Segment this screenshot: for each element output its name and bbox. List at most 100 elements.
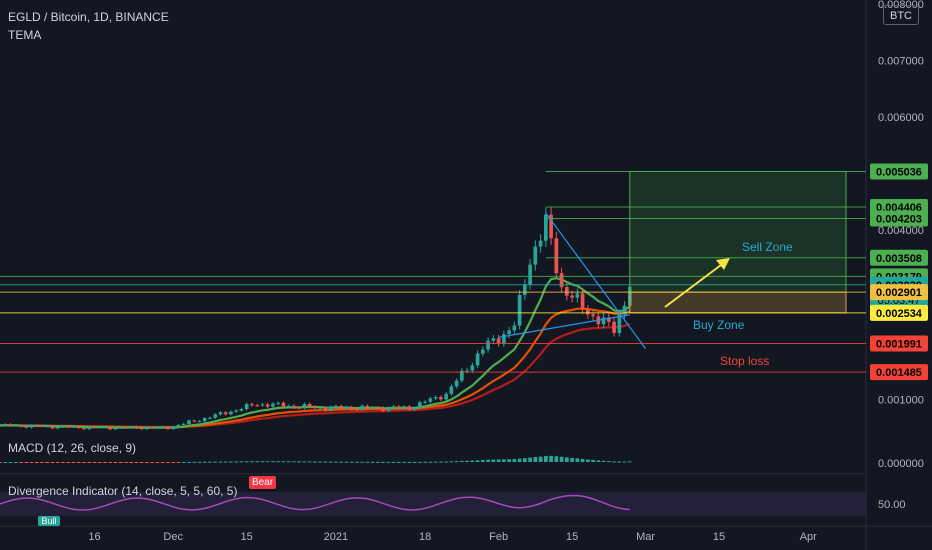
macd-bar [412, 461, 417, 463]
divergence-line [0, 494, 630, 511]
x-tick-label: 18 [419, 531, 431, 543]
macd-bar [627, 461, 632, 463]
candle [355, 409, 359, 411]
macd-bar [97, 462, 102, 463]
macd-bar [113, 462, 118, 463]
candle [512, 325, 517, 331]
x-tick-label: Mar [636, 531, 655, 543]
candle [234, 410, 239, 412]
macd-bar [339, 461, 343, 463]
price-level-tag [870, 364, 928, 381]
macd-bar [596, 460, 601, 462]
candle [302, 404, 307, 408]
x-tick-label: 15 [713, 531, 725, 543]
candle [176, 425, 181, 427]
candle [533, 246, 538, 265]
candle [213, 414, 218, 418]
macd-bar [475, 460, 480, 462]
price-level-tag [870, 304, 928, 321]
price-level-tag [870, 163, 928, 180]
candle [40, 425, 44, 427]
macd-bar [512, 459, 517, 462]
candle [402, 406, 406, 408]
candle [19, 425, 23, 427]
x-tick-label: 2021 [324, 531, 348, 543]
candle [82, 428, 86, 430]
bear-signal: Bear [249, 476, 276, 489]
macd-bar [428, 461, 433, 463]
macd-bar [302, 461, 307, 463]
x-tick-label: 15 [241, 531, 253, 543]
macd-bar [76, 462, 81, 463]
candle [34, 425, 39, 427]
macd-bar [318, 461, 322, 463]
candle [208, 417, 212, 419]
macd-bar [617, 461, 622, 463]
candle [45, 426, 50, 428]
macd-bar [381, 461, 385, 463]
candle [344, 407, 349, 409]
macd-bar [349, 461, 354, 463]
macd-bar [197, 461, 202, 463]
macd-bar [13, 461, 18, 463]
macd-bar [181, 461, 186, 463]
candle [617, 314, 622, 333]
macd-bar [202, 461, 207, 463]
bull-signal [38, 516, 60, 526]
macd-bar [328, 461, 333, 463]
y-tick-label: 0.001000 [878, 395, 924, 407]
macd-bar [234, 461, 239, 463]
candle [339, 405, 343, 409]
candle [50, 426, 55, 429]
price-level-value: 0.002901 [876, 287, 922, 299]
candle [145, 427, 149, 430]
macd-bar [166, 462, 170, 463]
macd-bar [465, 460, 469, 462]
candle [622, 305, 627, 315]
candle [223, 412, 228, 415]
candle [134, 426, 139, 429]
macd-bar [491, 459, 496, 462]
macd-bar [50, 462, 55, 463]
macd-bar [187, 461, 191, 463]
candle [171, 426, 176, 430]
candle [365, 405, 370, 408]
candle [166, 426, 170, 430]
price-level-value: 0.001991 [876, 339, 922, 351]
macd-bar [61, 462, 65, 463]
x-tick-label: Feb [489, 531, 508, 543]
candle [465, 370, 469, 372]
macd-bar [454, 461, 459, 463]
macd-bar [118, 462, 123, 463]
candle [591, 314, 595, 317]
macd-bar [564, 457, 569, 462]
macd-bar [570, 457, 574, 462]
candle [564, 287, 569, 296]
y-tick-label: 0.006000 [878, 112, 924, 124]
macd-bar [591, 459, 595, 462]
candle [276, 402, 281, 404]
macd-bar [559, 456, 564, 462]
candle [61, 426, 65, 428]
macd-bar [24, 462, 29, 463]
candle [255, 405, 260, 407]
macd-bar [40, 462, 44, 463]
macd-bar [0, 462, 2, 463]
macd-bar [271, 461, 275, 463]
macd-bar [82, 462, 86, 463]
candle [444, 393, 448, 400]
macd-bar [19, 462, 23, 463]
currency-badge[interactable]: BTC [883, 5, 919, 25]
bull-signal-label: Bull [41, 516, 56, 526]
candle [439, 397, 443, 400]
sell-arrow [664, 261, 726, 308]
macd-bar [575, 458, 580, 462]
macd-bar [585, 459, 590, 462]
candle [528, 264, 532, 285]
candle [29, 425, 34, 428]
macd-bar [229, 461, 233, 463]
candle [286, 405, 291, 407]
y-tick-label: 0.007000 [878, 56, 924, 68]
candle [202, 418, 207, 422]
